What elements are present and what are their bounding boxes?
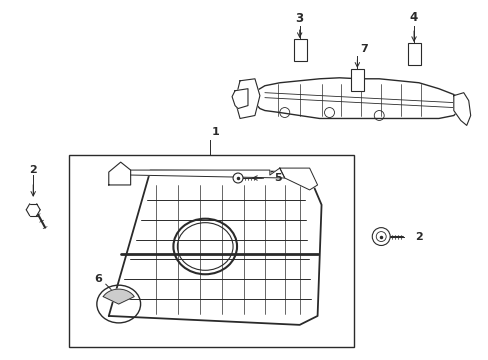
- Polygon shape: [235, 79, 260, 118]
- Bar: [69, 155, 354, 347]
- Polygon shape: [453, 93, 470, 125]
- Circle shape: [371, 228, 389, 246]
- Polygon shape: [279, 168, 317, 190]
- Bar: [351, 69, 364, 91]
- Polygon shape: [108, 170, 321, 325]
- Text: 7: 7: [360, 44, 367, 54]
- Text: 4: 4: [409, 11, 417, 24]
- Text: 2: 2: [414, 231, 422, 242]
- Polygon shape: [103, 289, 134, 304]
- Bar: [407, 43, 420, 65]
- Polygon shape: [130, 168, 284, 178]
- Circle shape: [233, 173, 243, 183]
- Text: 6: 6: [94, 274, 102, 284]
- Polygon shape: [108, 162, 130, 185]
- Polygon shape: [247, 78, 458, 118]
- Text: 5: 5: [273, 173, 281, 183]
- Text: 2: 2: [29, 165, 37, 175]
- Text: 1: 1: [211, 127, 219, 138]
- Polygon shape: [232, 89, 247, 109]
- Text: 3: 3: [295, 12, 303, 25]
- Bar: [293, 39, 306, 61]
